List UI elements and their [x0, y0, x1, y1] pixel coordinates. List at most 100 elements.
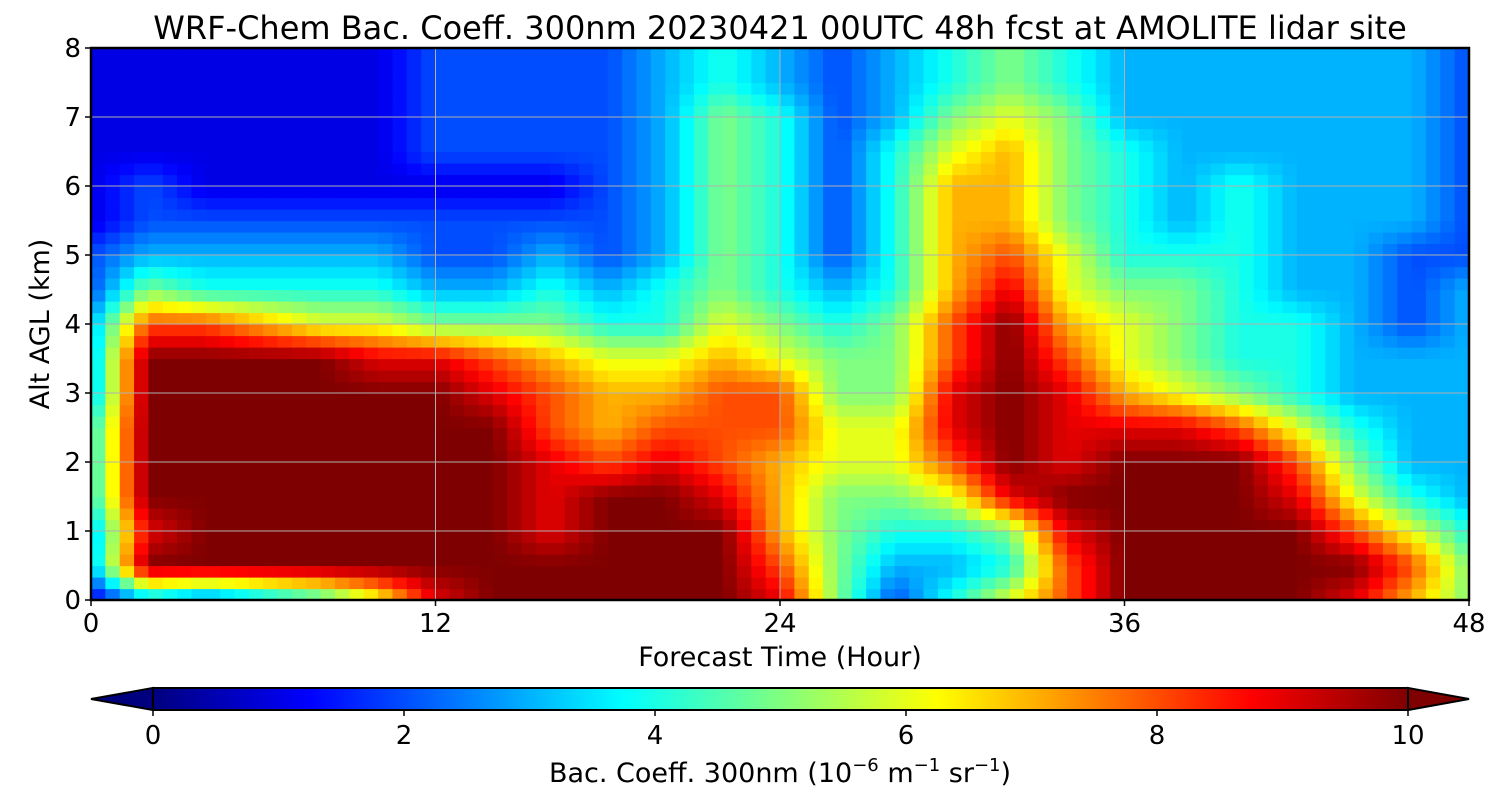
- heatmap-cell: [665, 404, 681, 417]
- heatmap-cell: [823, 128, 839, 141]
- heatmap-cell: [1124, 48, 1140, 61]
- heatmap-cell: [909, 508, 925, 521]
- heatmap-cell: [579, 577, 594, 590]
- heatmap-cell: [808, 94, 824, 107]
- heatmap-cell: [995, 163, 1011, 176]
- heatmap-cell: [1138, 508, 1154, 521]
- heatmap-cell: [1210, 105, 1226, 118]
- heatmap-cell: [1268, 462, 1283, 475]
- colorbar-tick-label: 0: [145, 721, 162, 751]
- heatmap-cell: [722, 82, 738, 95]
- heatmap-cell: [277, 128, 293, 141]
- heatmap-cell: [1440, 174, 1456, 187]
- heatmap-cell: [234, 473, 250, 486]
- heatmap-cell: [650, 197, 666, 210]
- heatmap-cell: [808, 416, 824, 429]
- heatmap-cell: [708, 140, 724, 153]
- heatmap-cell: [521, 71, 537, 84]
- heatmap-cell: [119, 59, 135, 72]
- heatmap-cell: [1325, 94, 1341, 107]
- heatmap-cell: [851, 324, 867, 337]
- heatmap-cell: [1454, 427, 1469, 440]
- heatmap-cell: [665, 439, 681, 452]
- heatmap-cell: [306, 473, 322, 486]
- heatmap-cell: [751, 347, 767, 360]
- heatmap-cell: [937, 82, 953, 95]
- heatmap-cell: [1411, 59, 1427, 72]
- heatmap-cell: [1124, 462, 1140, 475]
- heatmap-cell: [866, 266, 882, 279]
- heatmap-cell: [134, 347, 150, 360]
- heatmap-cell: [177, 140, 193, 153]
- heatmap-cell: [909, 209, 925, 222]
- heatmap-cell: [593, 163, 609, 176]
- heatmap-cell: [866, 347, 882, 360]
- heatmap-cell: [1081, 220, 1097, 233]
- heatmap-cell: [1282, 289, 1298, 302]
- heatmap-cell: [421, 565, 437, 578]
- heatmap-cell: [952, 370, 968, 383]
- heatmap-cell: [794, 393, 810, 406]
- heatmap-cell: [794, 209, 810, 222]
- heatmap-cell: [335, 140, 350, 153]
- heatmap-cell: [1181, 450, 1197, 463]
- heatmap-cell: [765, 59, 781, 72]
- heatmap-cell: [837, 94, 853, 107]
- heatmap-cell: [1210, 243, 1226, 256]
- heatmap-cell: [693, 565, 709, 578]
- heatmap-cell: [105, 542, 121, 555]
- heatmap-cell: [607, 117, 623, 130]
- heatmap-cell: [650, 577, 666, 590]
- heatmap-cell: [1368, 542, 1384, 555]
- heatmap-cell: [780, 59, 795, 72]
- heatmap-cell: [952, 186, 968, 199]
- heatmap-cell: [1124, 174, 1140, 187]
- heatmap-cell: [134, 577, 150, 590]
- heatmap-cell: [1425, 542, 1441, 555]
- heatmap-cell: [665, 82, 681, 95]
- heatmap-cell: [607, 588, 623, 600]
- heatmap-cell: [535, 554, 551, 567]
- heatmap-cell: [1325, 416, 1341, 429]
- heatmap-cell: [1024, 542, 1039, 555]
- heatmap-cell: [1210, 496, 1226, 509]
- heatmap-cell: [1411, 496, 1427, 509]
- heatmap-cell: [392, 82, 408, 95]
- heatmap-cell: [1282, 151, 1298, 164]
- heatmap-cell: [535, 485, 551, 498]
- heatmap-cell: [736, 151, 752, 164]
- heatmap-cell: [320, 105, 336, 118]
- heatmap-cell: [765, 416, 781, 429]
- heatmap-cell: [320, 439, 336, 452]
- heatmap-cell: [91, 508, 106, 521]
- heatmap-cell: [851, 588, 867, 600]
- heatmap-cell: [837, 370, 853, 383]
- heatmap-cell: [119, 588, 135, 600]
- heatmap-cell: [1368, 370, 1384, 383]
- heatmap-cell: [708, 462, 724, 475]
- heatmap-cell: [1239, 301, 1255, 314]
- heatmap-cell: [1110, 312, 1126, 325]
- heatmap-cell: [1009, 174, 1025, 187]
- heatmap-cell: [1124, 473, 1140, 486]
- heatmap-cell: [449, 117, 465, 130]
- heatmap-cell: [765, 577, 781, 590]
- heatmap-cell: [564, 324, 580, 337]
- heatmap-cell: [1411, 358, 1427, 371]
- heatmap-cell: [722, 289, 738, 302]
- heatmap-cell: [550, 358, 566, 371]
- heatmap-cell: [851, 347, 867, 360]
- heatmap-cell: [421, 266, 437, 279]
- heatmap-cell: [780, 381, 795, 394]
- heatmap-cell: [1411, 370, 1427, 383]
- heatmap-cell: [851, 312, 867, 325]
- heatmap-cell: [263, 542, 279, 555]
- heatmap-cell: [1454, 554, 1469, 567]
- heatmap-cell: [464, 209, 480, 222]
- heatmap-cell: [1339, 577, 1355, 590]
- heatmap-cell: [679, 255, 695, 268]
- heatmap-cell: [1440, 197, 1456, 210]
- heatmap-cell: [808, 82, 824, 95]
- heatmap-cell: [1425, 174, 1441, 187]
- heatmap-cell: [894, 312, 910, 325]
